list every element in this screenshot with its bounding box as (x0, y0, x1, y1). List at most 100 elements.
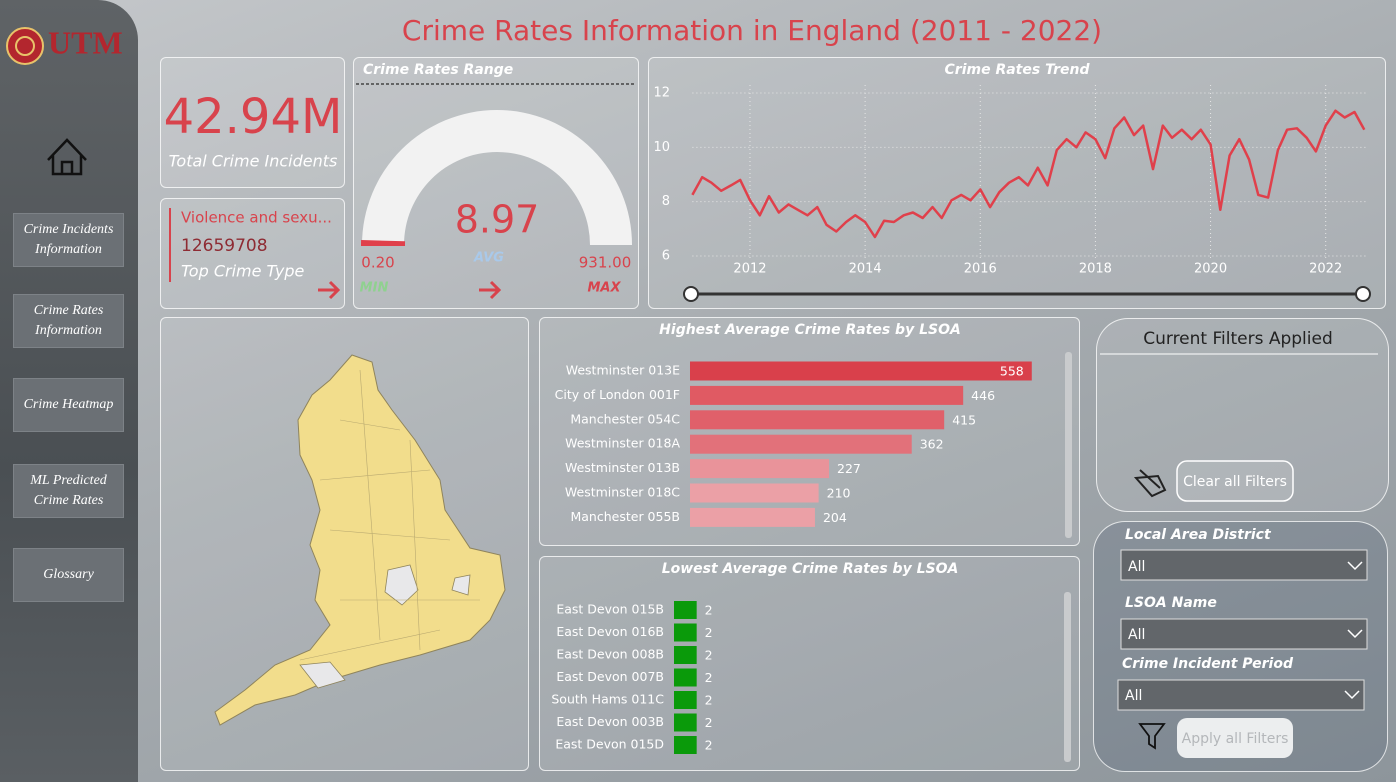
slicer-label: Local Area District (1125, 527, 1272, 543)
trend-card (648, 57, 1386, 309)
gauge-min: 0.20 (361, 254, 394, 272)
gauge-fill (360, 239, 406, 246)
gauge-value: 8.97 (455, 198, 540, 242)
filters-heading: Current Filters Applied (1143, 329, 1333, 349)
scrollbar[interactable] (1064, 592, 1071, 762)
category-label: City of London 001F (555, 387, 680, 402)
map-region[interactable] (299, 564, 471, 689)
chevron (1344, 690, 1360, 700)
category-label: East Devon 007B (556, 669, 664, 684)
dropdown[interactable] (1120, 618, 1368, 650)
bar (674, 691, 697, 709)
chart-title: Crime Rates Trend (945, 62, 1091, 78)
lowest-card (539, 556, 1080, 771)
bar (690, 361, 1032, 381)
chevron (1347, 561, 1363, 571)
bar (674, 623, 697, 642)
scrollbar[interactable] (1065, 352, 1072, 538)
dropdown[interactable] (1117, 679, 1365, 711)
dropdown-value: All (1128, 559, 1145, 575)
chart-title: Highest Average Crime Rates by LSOA (659, 322, 961, 338)
nav-button[interactable]: ML Predicted Crime Rates (13, 464, 124, 518)
bar (690, 483, 819, 503)
logo-text: UTM (48, 24, 123, 60)
nav-button[interactable]: Crime Incidents Information (13, 213, 124, 267)
top-crime-card (160, 198, 345, 309)
gauge-track (362, 110, 632, 245)
x-tick-label: 2014 (849, 262, 882, 277)
slider-handle[interactable] (683, 286, 699, 302)
category-label: East Devon 015B (556, 602, 664, 617)
arrow-icon[interactable] (318, 280, 341, 300)
value-label: 2 (705, 625, 713, 640)
kpi-value: 42.94M (164, 89, 343, 145)
category-label: Manchester 054C (570, 411, 680, 426)
page-title: Crime Rates Information in England (2011… (402, 14, 1102, 47)
clear-filters-label: Clear all Filters (1183, 474, 1287, 490)
category-label: East Devon 015D (555, 737, 664, 752)
value-label: 2 (705, 693, 713, 708)
bar (690, 459, 830, 479)
category-label: East Devon 008B (556, 647, 664, 662)
arrow-icon[interactable] (479, 280, 502, 300)
top-crime-label: Top Crime Type (181, 262, 305, 281)
home-icon[interactable] (47, 138, 87, 176)
value-label: 446 (971, 388, 995, 403)
bar (690, 507, 815, 527)
x-tick-label: 2012 (733, 262, 766, 277)
y-tick-label: 6 (662, 249, 670, 264)
value-label: 204 (823, 510, 847, 525)
clear-filters-button[interactable] (1176, 460, 1294, 502)
value-label: 2 (705, 670, 713, 685)
category-label: East Devon 003B (556, 714, 664, 729)
bar (690, 385, 964, 405)
slider-handle[interactable] (1355, 286, 1371, 302)
category-label: Westminster 018C (565, 485, 680, 500)
category-label: South Hams 011C (551, 692, 664, 707)
top-crime-count: 12659708 (181, 236, 268, 256)
funnel-icon (1138, 723, 1166, 750)
bar (674, 713, 697, 732)
dropdown-value: All (1128, 627, 1145, 643)
bar (690, 410, 945, 430)
value-label: 558 (1000, 364, 1024, 379)
chevron (1347, 629, 1363, 639)
dropdown-value: All (1125, 688, 1142, 704)
dropdown[interactable] (1120, 549, 1368, 581)
slicer-label: LSOA Name (1125, 595, 1217, 611)
highest-card (539, 317, 1080, 546)
x-tick-label: 2020 (1194, 262, 1227, 277)
apply-filters-button[interactable] (1177, 718, 1293, 758)
category-label: East Devon 016B (556, 624, 664, 639)
value-label: 2 (705, 715, 713, 730)
value-label: 2 (705, 603, 713, 618)
category-label: Westminster 018A (565, 436, 680, 451)
top-crime-name: Violence and sexu... (181, 209, 332, 227)
value-label: 415 (952, 412, 976, 427)
gauge-max-text: MAX (587, 281, 621, 296)
nav-button[interactable]: Crime Rates Information (13, 294, 124, 348)
slicer-label: Crime Incident Period (1122, 656, 1294, 672)
filters-card (1096, 318, 1389, 512)
nav-button[interactable]: Crime Heatmap (13, 378, 124, 432)
y-tick-label: 10 (653, 140, 670, 155)
bar (674, 736, 697, 754)
value-label: 2 (705, 648, 713, 663)
kpi-card (160, 57, 345, 188)
map-boundaries (299, 369, 480, 661)
y-tick-label: 8 (662, 194, 670, 209)
x-tick-label: 2016 (964, 262, 997, 277)
nav-button[interactable]: Glossary (13, 548, 124, 602)
england-map[interactable] (214, 354, 506, 726)
bar (690, 434, 912, 454)
gauge-min-text: MIN (360, 281, 389, 296)
value-label: 210 (827, 486, 851, 501)
category-label: Westminster 013B (565, 460, 680, 475)
value-label: 227 (837, 461, 861, 476)
value-label: 362 (920, 437, 944, 452)
logo-emblem (15, 36, 35, 56)
apply-filters-label: Apply all Filters (1182, 731, 1289, 747)
kpi-label: Total Crime Incidents (169, 152, 338, 171)
